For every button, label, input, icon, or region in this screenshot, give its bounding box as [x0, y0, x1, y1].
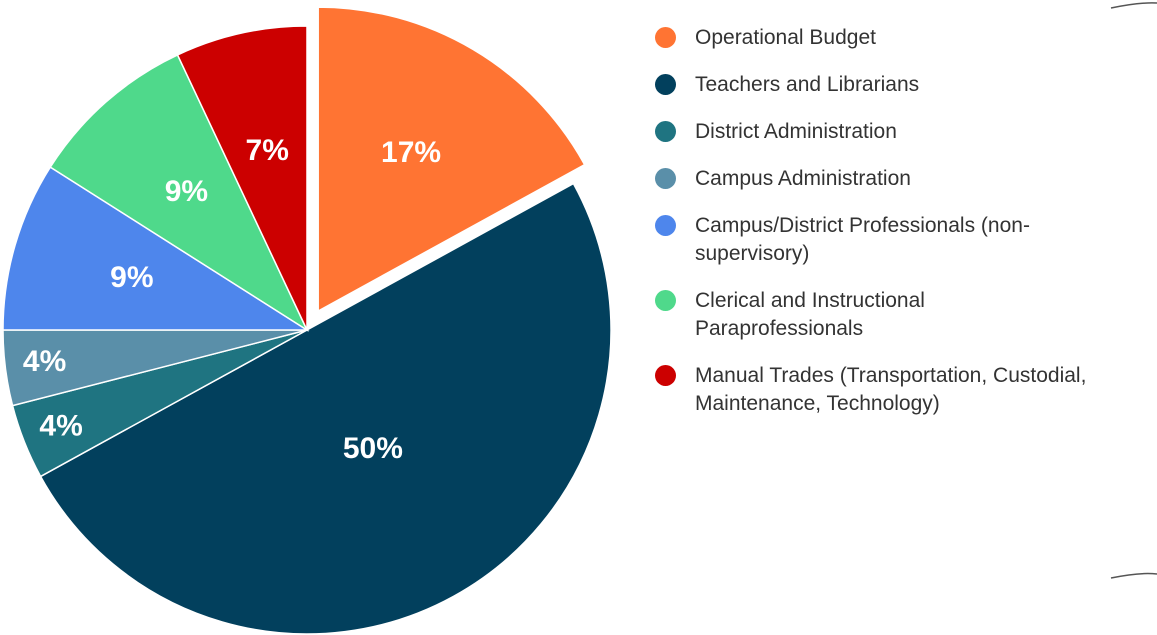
data-label: 9%: [110, 261, 153, 294]
legend-label: Manual Trades (Transportation, Custodial…: [695, 364, 1087, 415]
legend-item: Campus Administration: [655, 165, 1125, 193]
data-label: 4%: [39, 409, 82, 442]
legend-swatch: [655, 290, 676, 311]
legend: Operational Budget Teachers and Librarian…: [655, 24, 1125, 437]
legend-item: Operational Budget: [655, 24, 1125, 52]
legend-item: District Administration: [655, 118, 1125, 146]
legend-item: Campus/District Professionals (non-super…: [655, 212, 1125, 268]
legend-label: Teachers and Librarians: [695, 73, 920, 96]
data-label: 7%: [246, 134, 289, 167]
bracket: [1110, 572, 1157, 579]
legend-swatch: [655, 365, 676, 386]
data-label: 4%: [23, 345, 66, 378]
legend-label: Campus Administration: [695, 167, 911, 190]
pie-slice: [2, 166, 310, 331]
legend-label: Campus/District Professionals (non-super…: [695, 214, 1030, 265]
legend-item: Teachers and Librarians: [655, 71, 1125, 99]
pie-slice: [317, 6, 586, 313]
legend-item: Clerical and Instructional Paraprofessio…: [655, 287, 1125, 343]
legend-item: Manual Trades (Transportation, Custodial…: [655, 362, 1125, 418]
data-label: 9%: [165, 175, 208, 208]
legend-swatch: [655, 27, 676, 48]
legend-swatch: [655, 121, 676, 142]
legend-swatch: [655, 215, 676, 236]
legend-label: Clerical and Instructional Paraprofessio…: [695, 289, 925, 340]
pie-slice: [49, 53, 309, 333]
pie-slice: [176, 25, 308, 331]
legend-swatch: [655, 74, 676, 95]
legend-swatch: [655, 168, 676, 189]
legend-label: District Administration: [695, 120, 897, 143]
data-label: 17%: [381, 136, 441, 169]
pie-slice: [39, 182, 612, 635]
legend-label: Operational Budget: [695, 26, 876, 49]
data-label: 50%: [343, 432, 403, 465]
bracket: [1110, 2, 1157, 9]
